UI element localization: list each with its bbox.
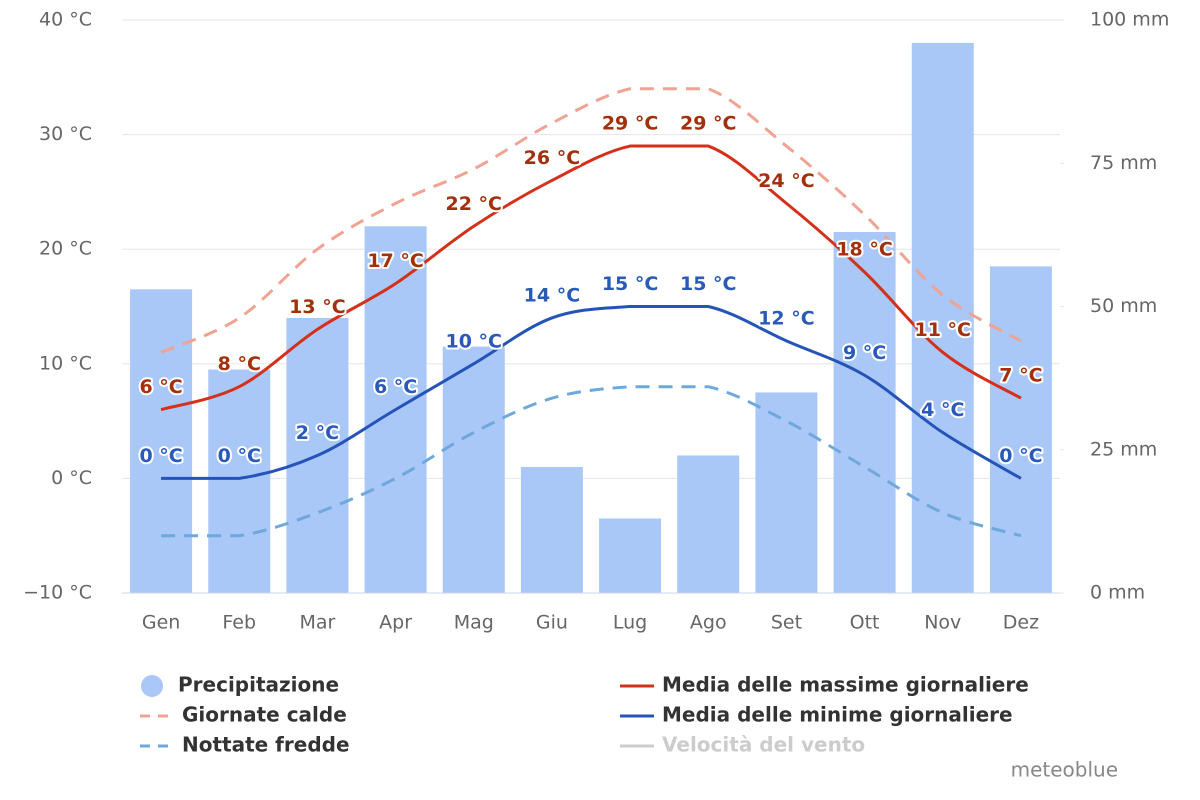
x-tick-label: Lug [613,612,647,634]
data-label: 13 °C [289,296,346,318]
y-tick-label: 30 °C [39,123,92,145]
line [161,385,1022,538]
data-label: 6 °C [374,376,417,398]
data-label: 22 °C [446,193,503,215]
x-tick-label: Gen [142,612,180,634]
data-label: 29 °C [602,113,659,135]
data-label: 15 °C [602,273,659,295]
bar [911,42,974,594]
bar [442,346,505,593]
legend-label: Nottate fredde [182,733,350,757]
legend-label: Precipitazione [178,673,339,697]
y2-tick-label: 0 mm [1090,582,1145,604]
bar [989,266,1052,593]
y2-tick-label: 75 mm [1090,152,1157,174]
bar [755,392,818,593]
bar [677,455,740,593]
y-tick-label: 10 °C [39,352,92,374]
data-label: 29 °C [680,113,737,135]
data-label: 8 °C [218,353,261,375]
y-tick-label: 20 °C [39,238,92,260]
data-label: 11 °C [915,319,972,341]
bar [520,466,583,593]
legend-label: Media delle minime giornaliere [662,703,1013,727]
line [161,304,1022,480]
line [160,144,1022,412]
data-label: 0 °C [999,445,1042,467]
y-tick-label: 40 °C [39,9,92,31]
bar [208,369,271,593]
bar [833,232,896,593]
x-tick-label: Set [771,612,802,634]
x-tick-label: Giu [536,612,568,634]
data-label: 17 °C [367,250,424,272]
x-tick-label: Apr [379,612,412,634]
data-label: 14 °C [524,284,581,306]
credit: meteoblue [1011,758,1118,782]
data-label: 0 °C [218,445,261,467]
y2-tick-label: 100 mm [1090,9,1169,31]
data-label: 2 °C [296,422,339,444]
bar [599,518,662,593]
data-label: 4 °C [921,399,964,421]
legend-label: Giornate calde [182,703,347,727]
data-label: 9 °C [843,342,886,364]
data-label: 10 °C [446,330,503,352]
data-label: 7 °C [999,365,1042,387]
y2-tick-label: 25 mm [1090,438,1157,460]
data-label: 18 °C [836,239,893,261]
bar [130,289,193,593]
data-label: 0 °C [139,445,182,467]
legend-label: Velocità del vento [662,733,865,757]
x-tick-label: Dez [1003,612,1039,634]
data-label: 15 °C [680,273,737,295]
legend-marker [141,675,163,697]
x-tick-label: Ott [850,612,880,634]
y-tick-label: −10 °C [23,582,92,604]
data-label: 24 °C [758,170,815,192]
line [160,87,1022,354]
data-label: 12 °C [758,307,815,329]
legend-label: Media delle massime giornaliere [662,673,1029,697]
y-tick-label: 0 °C [51,467,92,489]
data-label: 6 °C [139,376,182,398]
x-tick-label: Mag [454,612,494,634]
x-tick-label: Ago [690,612,727,634]
y2-tick-label: 50 mm [1090,295,1157,317]
x-tick-label: Nov [924,612,961,634]
x-tick-label: Mar [299,612,335,634]
x-tick-label: Feb [222,612,256,634]
data-label: 26 °C [524,147,581,169]
